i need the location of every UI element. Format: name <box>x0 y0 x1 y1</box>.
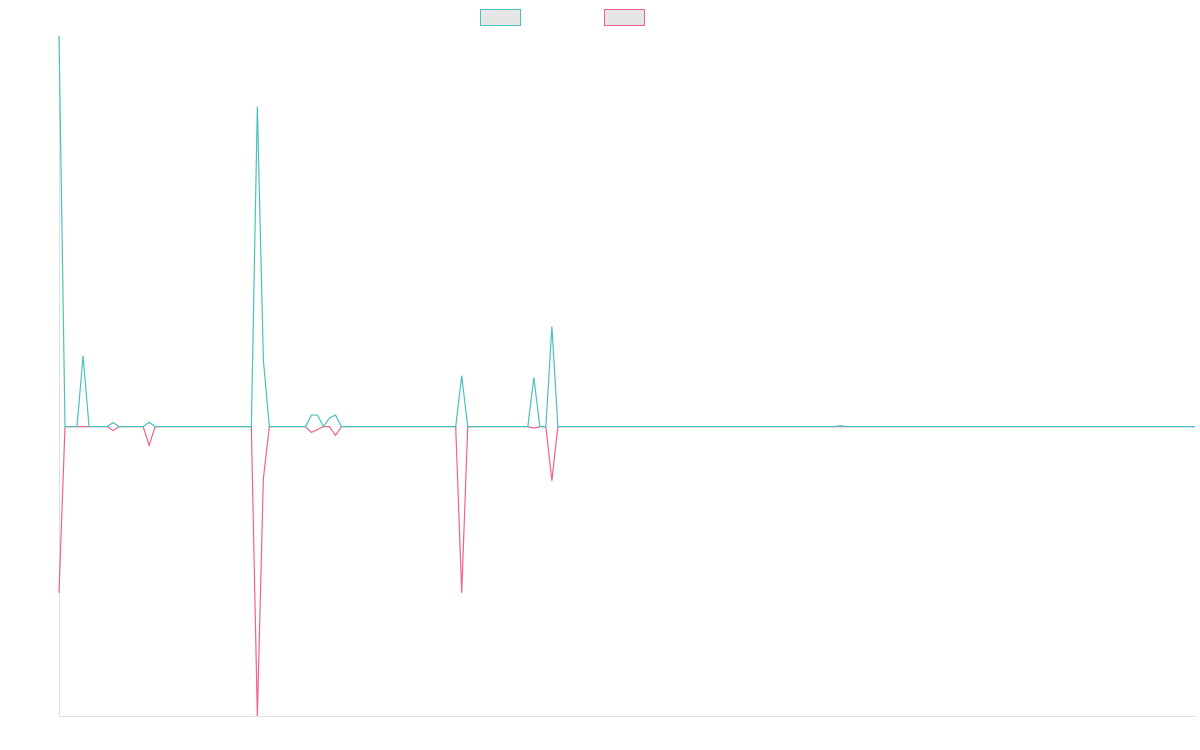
legend-swatch <box>604 9 645 26</box>
series-line <box>58 35 1195 428</box>
series-line <box>58 426 1195 717</box>
legend-swatch <box>480 9 521 26</box>
